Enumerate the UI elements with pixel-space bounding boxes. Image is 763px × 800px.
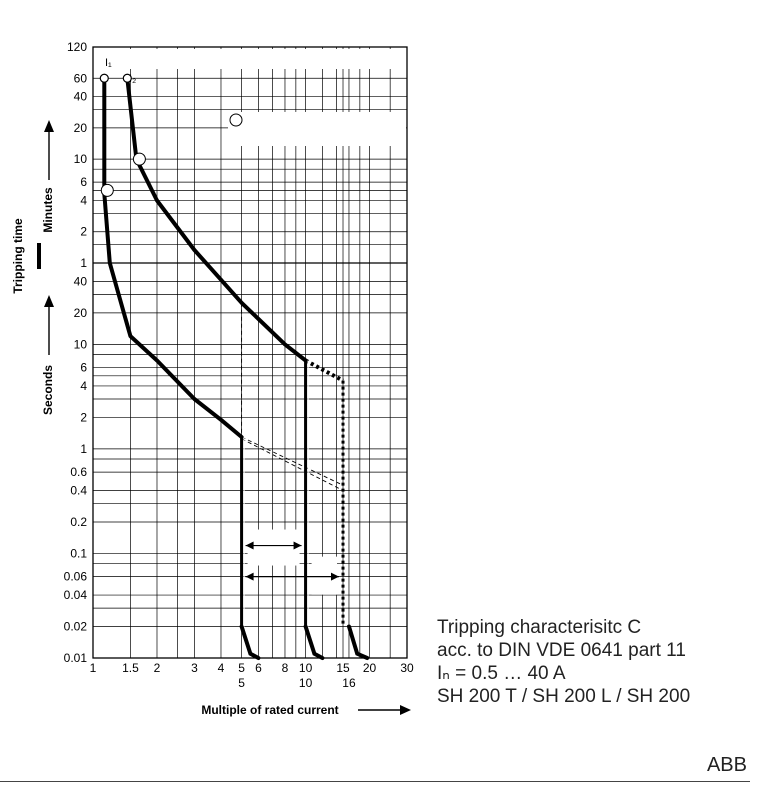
- start-circle-i2: [122, 73, 132, 83]
- y-tick-label-minutes: 6: [80, 175, 87, 189]
- dashed-extension-1: [241, 436, 344, 486]
- chart-annotations: [37, 49, 411, 715]
- x-tick-label: 20: [363, 661, 377, 675]
- y-unit-seconds: Seconds: [41, 365, 55, 415]
- series-1-curve: [102, 76, 244, 439]
- y-tick-label-seconds: 0.2: [70, 515, 87, 529]
- x-tick-label: 1.5: [122, 661, 139, 675]
- x-axis-arrow-head: [400, 705, 411, 715]
- y-tick-label-seconds: 6: [80, 361, 87, 375]
- dashed-extension-2: [241, 438, 344, 491]
- x-tick-label: 8: [282, 661, 289, 675]
- seconds-arrow-head: [44, 295, 54, 307]
- y-tick-label-seconds: 0.4: [70, 484, 87, 498]
- caption-line-1: Tripping characterisitc C: [437, 617, 642, 638]
- x-tick-label: 30: [400, 661, 414, 675]
- caption-line-3: Iₙ = 0.5 … 40 A: [437, 663, 566, 684]
- x-tick-label: 10: [299, 661, 313, 675]
- legend-marker-circle: [229, 113, 243, 127]
- y-tick-label-seconds: 0.04: [64, 588, 88, 602]
- y-tick-label-seconds: 4: [80, 379, 87, 393]
- brand-logo-text: ABB: [706, 754, 747, 776]
- y-tick-label-seconds: 40: [74, 274, 88, 288]
- y-tick-label-minutes: 20: [74, 121, 88, 135]
- x-tick-label-secondary: 10: [299, 676, 313, 690]
- caption-line-4: SH 200 T / SH 200 L / SH 200: [437, 686, 691, 707]
- y-tick-label-minutes: 120: [67, 40, 87, 54]
- y-tick-label-minutes: 40: [74, 90, 88, 104]
- x-tick-label-secondary: 16: [342, 676, 356, 690]
- y-axis-bar-marker: [37, 243, 41, 269]
- chart-caption: Tripping characterisitc C acc. to DIN VD…: [437, 616, 690, 708]
- start-circle-i1: [99, 73, 109, 83]
- label-i2: I₂: [129, 73, 136, 85]
- plot-frame: [92, 46, 408, 659]
- y-tick-label-seconds: 10: [74, 337, 88, 351]
- y-tick-label-minutes: 1: [80, 256, 87, 270]
- instantaneous-tail-1: [239, 624, 261, 660]
- y-tick-label-minutes: 60: [74, 71, 88, 85]
- x-tick-label: 1: [90, 661, 97, 675]
- legend-box: [228, 112, 406, 146]
- y-tick-label-minutes: 10: [74, 152, 88, 166]
- footer-rule: [0, 781, 750, 782]
- x-axis-title: Multiple of rated current: [201, 703, 338, 717]
- y-tick-label-seconds: 0.02: [64, 620, 88, 634]
- x-tick-label: 4: [218, 661, 225, 675]
- dc-band-arrow-right: [331, 572, 340, 581]
- ac-band-arrow-left: [245, 541, 254, 550]
- y-tick-label-minutes: 2: [80, 225, 87, 239]
- y-tick-label-seconds: 20: [74, 306, 88, 320]
- x-tick-label: 2: [154, 661, 161, 675]
- x-tick-label-secondary: 5: [238, 676, 245, 690]
- label-i1: I₁: [105, 57, 112, 69]
- header-strip: [114, 49, 406, 69]
- ac-band-bg: [247, 529, 300, 566]
- x-tick-label: 6: [255, 661, 262, 675]
- instantaneous-tail-2: [303, 624, 325, 660]
- y-tick-label-seconds: 0.1: [70, 546, 87, 560]
- y-tick-label-minutes: 4: [80, 193, 87, 207]
- y-axis-title: Tripping time: [11, 218, 25, 294]
- y-unit-minutes: Minutes: [41, 187, 55, 233]
- y-tick-label-seconds: 2: [80, 410, 87, 424]
- caption-line-2: acc. to DIN VDE 0641 part 11: [437, 640, 686, 661]
- cold-marker-circle-1: [100, 183, 114, 197]
- instantaneous-tail-3: [347, 624, 370, 660]
- x-tick-label: 3: [191, 661, 198, 675]
- y-tick-label-seconds: 0.6: [70, 465, 87, 479]
- y-tick-label-seconds: 1: [80, 442, 87, 456]
- y-tick-label-seconds: 0.06: [64, 570, 88, 584]
- y-tick-label-seconds: 0.01: [64, 651, 88, 665]
- minutes-arrow-head: [44, 120, 54, 132]
- dc-band-arrow-left: [245, 572, 254, 581]
- x-tick-label: 5: [238, 661, 245, 675]
- x-tick-label: 15: [336, 661, 350, 675]
- cold-marker-circle-2: [132, 152, 146, 166]
- ac-band-arrow-right: [293, 541, 302, 550]
- dc-extension-curve: [304, 358, 344, 383]
